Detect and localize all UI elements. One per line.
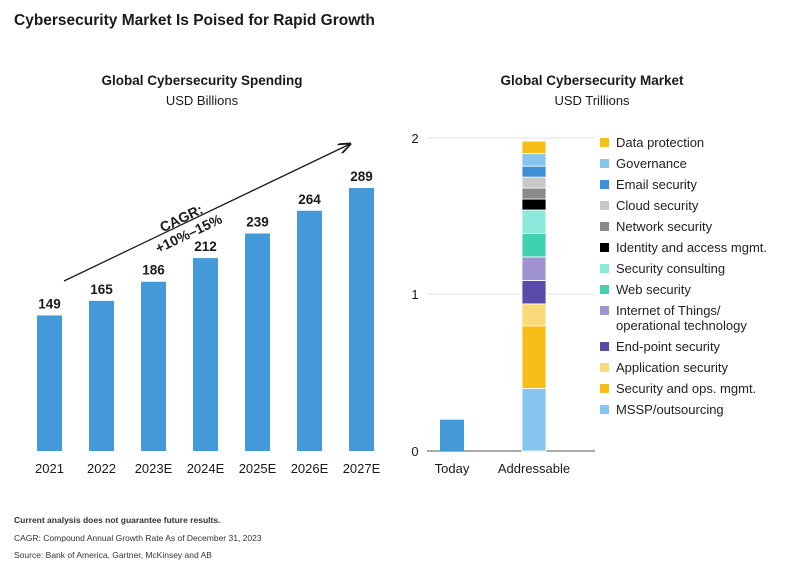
market-bar-chart: 2 1 0 Today Addressable — [411, 131, 595, 476]
legend-item: Internet of Things/ operational technolo… — [600, 303, 785, 333]
legend-label: Governance — [616, 156, 687, 171]
legend-item: Application security — [600, 360, 785, 375]
bar-value-label: 186 — [142, 263, 165, 278]
legend-label: End-point security — [616, 339, 721, 354]
legend-item: Security consulting — [600, 261, 785, 276]
bar-2025e — [245, 233, 270, 451]
x-tick-label: 2027E — [343, 461, 381, 476]
bar-2027e — [349, 188, 374, 451]
legend-swatch — [600, 384, 609, 393]
spending-bar-chart: 149 2021 165 2022 186 2023E 212 2024E 239 2025E 26… — [35, 120, 381, 476]
legend-item: MSSP/outsourcing — [600, 402, 785, 417]
right-chart-subtitle: USD Trillions — [554, 93, 630, 108]
stack-segment — [521, 325, 547, 389]
legend-swatch — [600, 222, 609, 231]
legend-label: Network security — [616, 219, 713, 234]
stack-segment — [521, 165, 547, 178]
bar-2026e — [297, 210, 322, 451]
y-tick-label: 1 — [411, 287, 418, 302]
x-tick-label: Today — [435, 461, 470, 476]
legend-label: Security consulting — [616, 261, 726, 276]
x-tick-label: 2022 — [87, 461, 116, 476]
legend-item: Network security — [600, 219, 785, 234]
legend-label: Email security — [616, 177, 697, 192]
page-title: Cybersecurity Market Is Poised for Rapid… — [14, 12, 375, 29]
legend-label: Cloud security — [616, 198, 699, 213]
bar-value-label: 289 — [350, 169, 373, 184]
bar-2023e — [141, 281, 166, 451]
bar-value-label: 212 — [194, 239, 217, 254]
legend-swatch — [600, 342, 609, 351]
x-tick-label: 2021 — [35, 461, 64, 476]
legend-item: Governance — [600, 156, 785, 171]
footer-cagr-definition: CAGR: Compound Annual Growth Rate As of … — [14, 533, 262, 543]
bar-value-label: 149 — [38, 296, 61, 311]
footer-source: Source: Bank of America, Gartner, McKins… — [14, 550, 212, 560]
legend-swatch — [600, 159, 609, 168]
bar-2024e — [193, 258, 218, 451]
bar-2021 — [37, 315, 62, 451]
stack-segment — [521, 187, 547, 200]
legend-label: Web security — [616, 282, 691, 297]
legend-item: Security and ops. mgmt. — [600, 381, 785, 396]
x-tick-label: 2025E — [239, 461, 277, 476]
legend-swatch — [600, 138, 609, 147]
legend-item: Email security — [600, 177, 785, 192]
x-tick-label: 2023E — [135, 461, 173, 476]
legend-swatch — [600, 363, 609, 372]
legend-swatch — [600, 405, 609, 414]
y-tick-label: 2 — [411, 131, 418, 146]
legend-swatch — [600, 264, 609, 273]
stack-segment — [521, 176, 547, 189]
x-tick-label: 2026E — [291, 461, 329, 476]
legend-swatch — [600, 285, 609, 294]
stack-segment — [521, 280, 547, 305]
bar-2022 — [89, 300, 114, 451]
stack-segment — [521, 387, 547, 452]
bar-today — [440, 419, 464, 451]
bar-value-label: 239 — [246, 215, 269, 230]
legend-item: Web security — [600, 282, 785, 297]
legend-item: Identity and access mgmt. — [600, 240, 785, 255]
legend-swatch — [600, 180, 609, 189]
growth-arrow — [63, 144, 350, 282]
stack-segment — [521, 140, 547, 155]
x-tick-label: 2024E — [187, 461, 225, 476]
left-chart-title: Global Cybersecurity Spending — [101, 73, 303, 88]
legend-label: Identity and access mgmt. — [616, 240, 768, 255]
right-chart-title: Global Cybersecurity Market — [500, 73, 684, 88]
stack-segment — [521, 198, 547, 211]
stack-segment — [521, 303, 547, 327]
left-chart-subtitle: USD Billions — [165, 93, 239, 108]
legend: Data protection Governance Email securit… — [600, 135, 785, 423]
bar-value-label: 264 — [298, 192, 321, 207]
stack-segment — [521, 233, 547, 258]
y-tick-label: 0 — [411, 444, 418, 459]
legend-swatch — [600, 243, 609, 252]
stack-segment — [521, 209, 547, 234]
legend-label: Security and ops. mgmt. — [616, 381, 757, 396]
legend-item: Cloud security — [600, 198, 785, 213]
legend-label: Internet of Things/ operational technolo… — [616, 303, 747, 333]
legend-swatch — [600, 201, 609, 210]
legend-item: Data protection — [600, 135, 785, 150]
legend-label: Application security — [616, 360, 728, 375]
legend-swatch — [600, 306, 609, 315]
legend-item: End-point security — [600, 339, 785, 354]
footer-note: Current analysis does not guarantee futu… — [14, 515, 221, 525]
legend-label: Data protection — [616, 135, 705, 150]
x-tick-label: Addressable — [498, 461, 570, 476]
bar-value-label: 165 — [90, 282, 113, 297]
legend-label: MSSP/outsourcing — [616, 402, 724, 417]
stack-segment — [521, 256, 547, 281]
stack-segment — [521, 153, 547, 167]
